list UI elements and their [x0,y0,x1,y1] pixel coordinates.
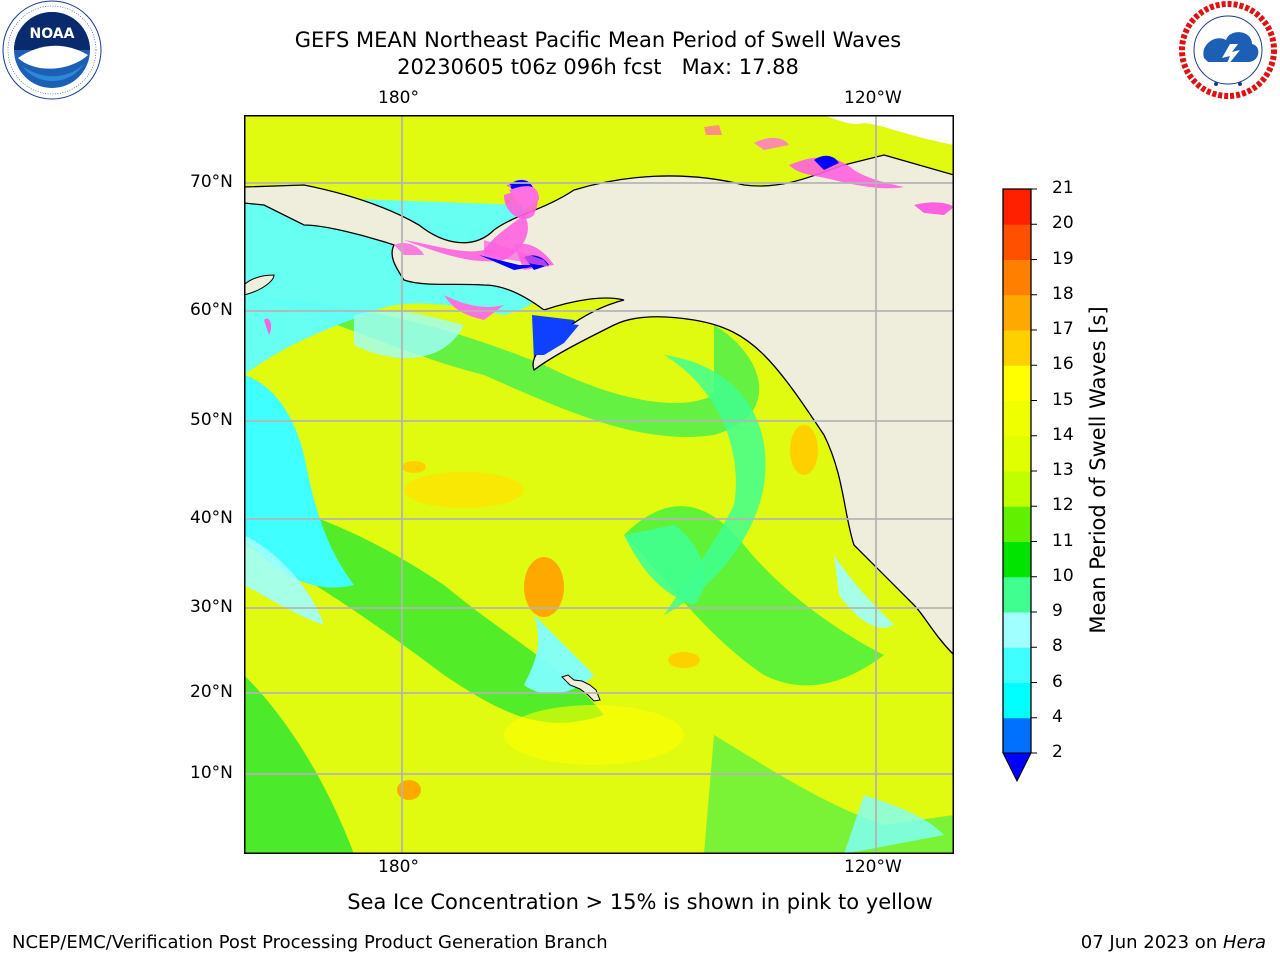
footer-machine: Hera [1222,932,1266,953]
colorbar-tick-label: 20 [1052,213,1074,234]
graticule [244,115,954,854]
colorbar-band [1003,612,1031,648]
bottom-lon-label-180: 180° [378,857,419,877]
colorbar-band [1003,647,1031,683]
colorbar-band [1003,576,1031,613]
map-subtitle: 20230605 t06z 096h fcst Max: 17.88 [397,55,799,79]
lat-label-60n: 60°N [190,300,233,320]
colorbar-band [1003,435,1031,472]
colorbar-swatches [1002,188,1037,783]
footer-date: 07 Jun 2023 on Hera [1081,932,1266,953]
colorbar-band [1003,294,1031,331]
colorbar-tick-label: 18 [1052,283,1074,304]
colorbar-tick-label: 2 [1052,742,1063,762]
colorbar-tick-label: 8 [1052,636,1063,657]
sea-ice-caption: Sea Ice Concentration > 15% is shown in … [347,890,933,914]
noaa-logo-icon: NOAA [2,0,102,100]
colorbar-tick-label: 19 [1052,248,1074,269]
colorbar-tick-label: 10 [1052,565,1074,586]
map-title: GEFS MEAN Northeast Pacific Mean Period … [294,28,902,52]
colorbar-band [1003,259,1031,296]
colorbar-tick-label: 11 [1052,530,1074,551]
colorbar-band [1003,224,1031,260]
colorbar-tick-label: 21 [1052,178,1074,198]
colorbar-tick-label: 12 [1052,495,1074,516]
colorbar-tick-label: 13 [1052,460,1074,480]
colorbar-label: Mean Period of Swell Waves [s] [1086,306,1110,634]
colorbar-extend-triangle [1002,752,1032,783]
lat-label-40n: 40°N [190,508,233,528]
lat-label-30n: 30°N [190,597,233,617]
colorbar-tick-label: 6 [1052,671,1063,692]
colorbar-tick-label: 15 [1052,389,1074,410]
colorbar-tick-label: 17 [1052,319,1074,339]
bottom-lon-label-120w: 120°W [844,857,902,877]
noaa-logo-text: NOAA [30,26,75,42]
colorbar-band [1003,506,1031,542]
colorbar-band [1003,330,1031,366]
lat-label-50n: 50°N [190,410,233,430]
map-panel [243,115,955,854]
colorbar-tick-labels: 2 4 6 8 9 10 11 12 13 14 15 16 17 18 19 20 21 [1052,0,1092,960]
colorbar-band [1003,471,1031,507]
colorbar-band [1003,189,1031,225]
colorbar-tick-label: 14 [1052,424,1074,445]
colorbar-tick-label: 16 [1052,354,1074,375]
hawaii-islands [561,674,601,702]
colorbar-band [1003,365,1031,401]
map-canvas [243,115,955,854]
colorbar-band [1003,717,1031,754]
nws-logo-icon [1178,0,1278,100]
colorbar-tick-label: 9 [1052,601,1063,621]
colorbar-tick-label: 4 [1052,706,1063,727]
lat-label-70n: 70°N [190,172,233,192]
swell-maximum [524,557,564,617]
landmass [243,154,955,657]
footer-credit: NCEP/EMC/Verification Post Processing Pr… [12,932,608,953]
colorbar-band [1003,400,1031,437]
lat-label-20n: 20°N [190,682,233,702]
colorbar [1000,187,1040,787]
colorbar-band [1003,541,1031,578]
top-lon-label-120w: 120°W [844,88,902,108]
lat-label-10n: 10°N [190,763,233,783]
top-lon-label-180: 180° [378,88,419,108]
colorbar-band [1003,682,1031,719]
footer-date-text: 07 Jun 2023 on [1080,932,1223,953]
